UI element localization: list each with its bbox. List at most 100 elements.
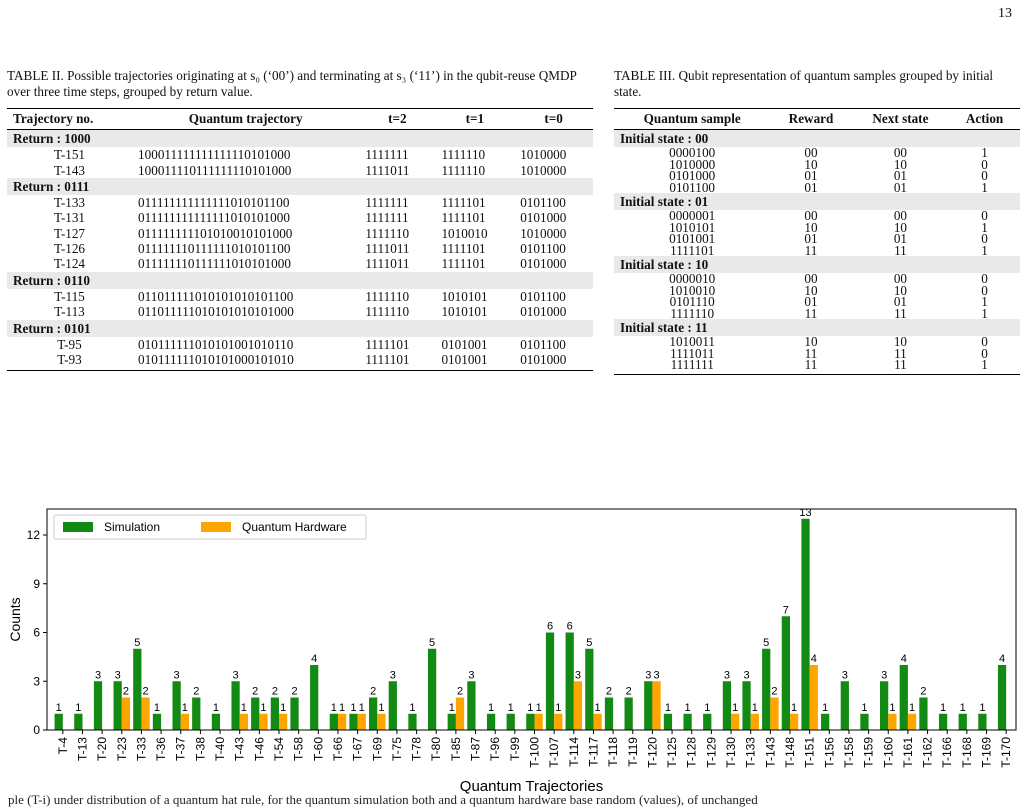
bar-hardware xyxy=(789,713,799,730)
bar-simulation xyxy=(388,681,397,730)
bar-value-label: 2 xyxy=(291,686,297,698)
cell: 1111110 xyxy=(441,147,486,163)
bar-simulation xyxy=(251,697,260,730)
bar-value-label: 1 xyxy=(378,702,384,714)
cell: 01 xyxy=(893,168,908,183)
bar-value-label: 1 xyxy=(56,702,62,714)
bar-value-label: 1 xyxy=(909,702,915,714)
bar-value-label: 13 xyxy=(799,507,811,519)
cell: 01 xyxy=(804,179,818,195)
table-row: T-115 011011111010101010101100 1111110 1010… xyxy=(7,289,593,304)
group-label: Initial state : 01 xyxy=(614,193,1020,210)
bar-value-label: 1 xyxy=(979,702,985,714)
bar-value-label: 1 xyxy=(685,702,691,714)
bar-value-label: 1 xyxy=(752,702,758,714)
bar-simulation xyxy=(427,648,437,730)
x-tick-label: T-100 xyxy=(528,737,542,768)
bar-value-label: 3 xyxy=(724,669,730,681)
cell: 0101100 xyxy=(520,336,566,352)
bar-hardware xyxy=(239,713,248,730)
bar-simulation xyxy=(467,681,476,730)
cell: 0101100 xyxy=(520,241,566,257)
cell: 1111011 xyxy=(365,256,410,272)
table-row: 0000010 00 00 0 xyxy=(614,272,1020,285)
x-tick-label: T-43 xyxy=(233,737,247,761)
header-next-state: Next state xyxy=(851,108,950,130)
bar-simulation xyxy=(899,665,908,730)
x-tick-label: T-69 xyxy=(370,737,384,761)
cell: 1111101 xyxy=(441,241,486,257)
bar-simulation xyxy=(880,681,889,730)
cell: 1111111 xyxy=(614,358,771,375)
bar-hardware xyxy=(554,713,563,730)
table-ii: TABLE II. Possible trajectories originat… xyxy=(7,68,593,372)
bar-value-label: 4 xyxy=(311,653,317,665)
bar-simulation xyxy=(604,697,614,730)
cell: 1010011 xyxy=(669,334,716,349)
bar-simulation xyxy=(172,681,181,730)
bar-value-label: 1 xyxy=(350,702,356,714)
bar-value-label: 2 xyxy=(193,686,199,698)
cell: 0 xyxy=(981,168,988,183)
cell: T-115 xyxy=(54,288,85,304)
x-tick-label: T-58 xyxy=(292,737,306,761)
body-text-fragment: ple (T-i) under distribution of a quantu… xyxy=(8,792,758,807)
cell: T-133 xyxy=(54,195,86,211)
table-row: 0101001 01 01 0 xyxy=(614,231,1020,246)
bar-simulation xyxy=(113,681,122,730)
x-tick-label: T-159 xyxy=(862,737,876,768)
bar-value-label: 5 xyxy=(134,637,140,649)
bar-simulation xyxy=(329,713,338,730)
bar-hardware xyxy=(907,713,917,730)
cell: 1 xyxy=(981,305,988,321)
table-row: 1010011 10 10 0 xyxy=(614,334,1020,349)
group-label: Initial state : 11 xyxy=(614,319,1020,336)
x-tick-label: T-125 xyxy=(665,737,679,768)
bar-value-label: 7 xyxy=(783,604,789,616)
cell: 1010000 xyxy=(669,156,716,172)
cell: 10 xyxy=(893,334,908,349)
legend-swatch-simulation xyxy=(63,522,93,532)
bar-value-label: 1 xyxy=(508,702,514,714)
bar-hardware xyxy=(377,713,386,730)
plot-frame xyxy=(46,508,1017,731)
cell: 11 xyxy=(804,345,818,361)
group-label: Initial state : 00 xyxy=(614,129,1020,147)
cell: 1010010 xyxy=(441,225,488,241)
table-row: 0101100 01 01 1 xyxy=(614,179,1020,195)
x-tick-label: T-118 xyxy=(606,737,620,767)
y-axis-label: Counts xyxy=(7,597,23,641)
cell: 1111111 xyxy=(365,210,409,226)
bar-value-label: 1 xyxy=(331,702,337,714)
bar-simulation xyxy=(801,518,810,730)
cell: 1010000 xyxy=(520,147,567,163)
table-row: 0000001 00 00 0 xyxy=(614,209,1020,222)
y-tick-label: 6 xyxy=(33,626,40,640)
cell: 00 xyxy=(804,145,818,160)
x-tick-label: T-160 xyxy=(881,737,895,768)
cell: 011111111111111010101000 xyxy=(138,210,290,226)
bar-value-label: 3 xyxy=(743,669,749,681)
x-tick-label: T-67 xyxy=(351,737,365,761)
x-tick-label: T-158 xyxy=(842,737,856,768)
cell: 1111011 xyxy=(365,162,410,178)
bar-value-label: 1 xyxy=(536,702,542,714)
cell: 010111111010101000101010 xyxy=(132,352,360,372)
cell: 1 xyxy=(981,242,988,258)
x-tick-label: T-87 xyxy=(469,737,483,761)
bar-hardware xyxy=(279,713,288,730)
cell: 010111111010101001010110 xyxy=(138,336,294,352)
bar-value-label: 4 xyxy=(999,653,1005,665)
cell: 01 xyxy=(804,231,818,246)
bar-value-label: 2 xyxy=(771,686,777,698)
bar-value-label: 3 xyxy=(881,669,887,681)
table-row: 1010101 10 10 1 xyxy=(614,221,1020,234)
y-tick-label: 0 xyxy=(33,723,40,737)
cell: 0 xyxy=(981,231,988,246)
bar-simulation xyxy=(683,713,692,730)
bar-simulation xyxy=(447,713,456,730)
bar-hardware xyxy=(534,713,543,730)
bar-value-label: 2 xyxy=(143,686,149,698)
cell: 1 xyxy=(981,145,988,160)
bar-simulation xyxy=(290,697,299,730)
